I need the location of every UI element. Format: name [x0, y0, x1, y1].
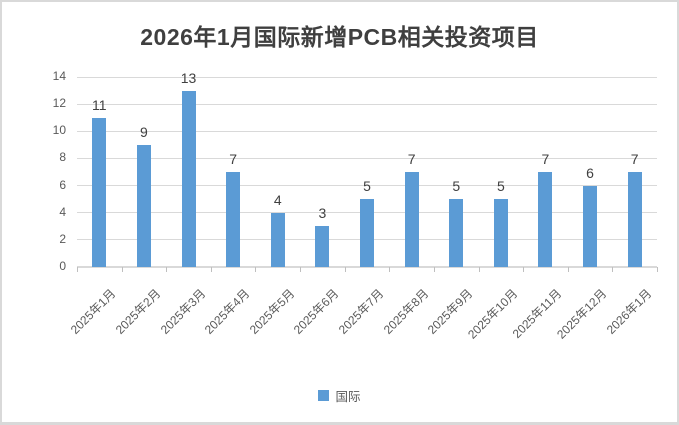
y-axis-label: 4 — [59, 204, 66, 219]
bar — [315, 226, 330, 267]
bar — [449, 199, 464, 267]
gridline — [77, 157, 657, 159]
y-axis-label: 6 — [59, 177, 66, 192]
x-axis-tick — [210, 267, 212, 272]
bar — [226, 172, 241, 267]
gridline — [77, 130, 657, 132]
bar — [270, 212, 285, 267]
bar-value-label: 7 — [229, 151, 238, 167]
x-axis-tick — [255, 267, 257, 272]
x-axis-tick — [657, 267, 658, 272]
bar-value-label: 11 — [92, 96, 107, 113]
bar-value-label: 4 — [273, 191, 282, 208]
x-axis-line — [77, 266, 657, 268]
bar-value-label: 13 — [180, 69, 197, 86]
bar — [136, 144, 151, 267]
bar — [583, 185, 598, 267]
legend: 国际 — [2, 386, 677, 405]
x-axis-tick — [523, 267, 525, 272]
y-axis-label: 8 — [59, 150, 66, 165]
bar-value-label: 7 — [407, 151, 416, 167]
bar — [92, 117, 107, 267]
x-axis-tick — [166, 267, 168, 272]
bar — [493, 199, 508, 267]
bar — [627, 172, 642, 267]
bar-value-label: 5 — [452, 178, 461, 195]
x-axis-tick — [478, 267, 480, 272]
bar-value-label: 5 — [363, 178, 371, 195]
x-axis-tick — [121, 267, 123, 272]
x-axis-tick — [612, 267, 614, 272]
gridline — [77, 76, 657, 78]
x-axis-tick — [567, 267, 569, 272]
y-axis-label: 2 — [59, 231, 66, 246]
bar — [404, 172, 419, 267]
gridline — [77, 103, 657, 105]
x-axis-tick — [77, 267, 78, 272]
bar-value-label: 7 — [630, 151, 639, 167]
bar-value-label: 7 — [541, 151, 550, 167]
bar — [360, 199, 374, 267]
bar-value-label: 6 — [586, 164, 594, 181]
gridline — [77, 185, 657, 187]
bar-value-label: 3 — [318, 205, 327, 222]
legend-series-label: 国际 — [335, 390, 361, 404]
y-axis-label: 14 — [52, 69, 66, 83]
legend-color-swatch — [318, 390, 330, 401]
bar-value-label: 9 — [140, 123, 148, 140]
chart-title: 2026年1月国际新增PCB相关投资项目 — [140, 24, 539, 50]
x-axis-tick — [389, 267, 391, 272]
y-axis-label: 10 — [52, 123, 66, 138]
x-axis-tick — [300, 267, 302, 272]
bar — [538, 172, 553, 267]
bar-value-label: 5 — [496, 178, 505, 195]
y-axis-label: 12 — [52, 96, 66, 111]
y-axis-label: 0 — [59, 259, 66, 273]
bar — [181, 90, 196, 267]
x-axis-tick — [344, 267, 346, 272]
x-axis-tick — [433, 267, 435, 272]
